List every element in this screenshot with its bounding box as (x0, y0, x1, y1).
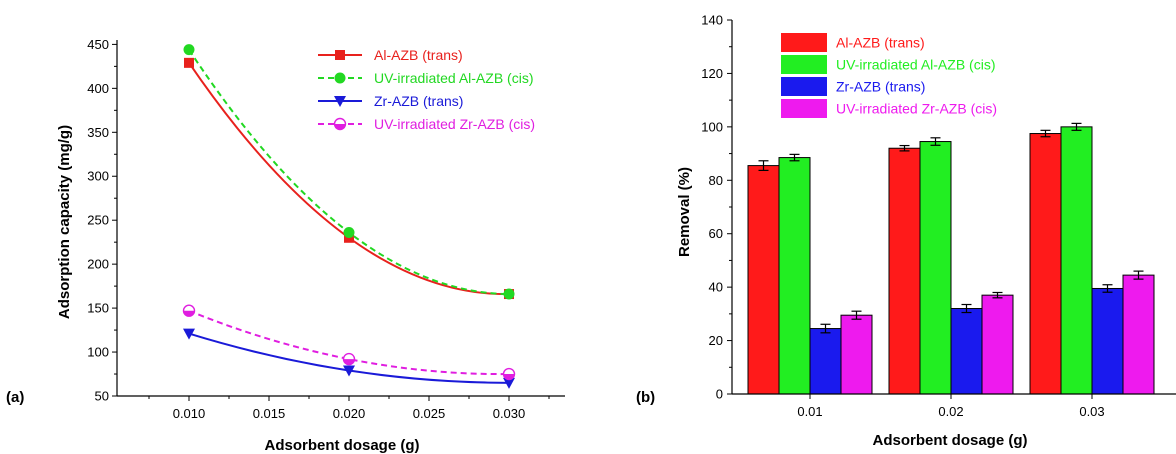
bar-uv-irradiated-zr-azb-cis-0.03 (1122, 274, 1155, 395)
legend-label-uv-irradiated-al-azb-cis: UV-irradiated Al-AZB (cis) (374, 70, 533, 86)
panel-a-y-tick-label: 250 (87, 213, 109, 228)
series-line-uv-irradiated-zr-azb-cis (188, 309, 510, 376)
panel-b-y-tick-label: 80 (709, 173, 723, 188)
panel-a-legend: Al-AZB (trans) UV-irradiated Al-AZB (cis)… (318, 47, 535, 132)
panel-a-y-tick-label: 450 (87, 37, 109, 52)
panel-a-x-tick-label: 0.030 (493, 406, 526, 421)
panel-b-y-tick-label: 40 (709, 280, 723, 295)
panel-a-line-chart: (a) 50 100 150 200 250 300 350 400 450 0.010 0.015… (6, 37, 565, 454)
data-point-uv-irradiated-al-azb-cis (183, 44, 195, 56)
bar-zr-azb-trans-0.01 (809, 328, 842, 395)
bar-uv-irradiated-al-azb-cis-0.02 (919, 141, 952, 395)
legend-label-al-azb-trans: Al-AZB (trans) (374, 47, 463, 63)
legend-marker-zr-azb-trans (334, 96, 346, 107)
panel-b-y-axis-title: Removal (%) (676, 167, 693, 257)
panel-b-legend: Al-AZB (trans) UV-irradiated Al-AZB (cis)… (781, 33, 997, 118)
panel-a-y-tick-label: 200 (87, 257, 109, 272)
legend-label-uv-irradiated-zr-azb-cis: UV-irradiated Zr-AZB (cis) (836, 101, 997, 117)
legend-label-uv-irradiated-al-azb-cis: UV-irradiated Al-AZB (cis) (836, 57, 995, 73)
data-point-zr-azb-trans (503, 377, 515, 389)
legend-marker-al-azb-trans (335, 50, 345, 60)
panel-a-label: (a) (6, 389, 24, 406)
panel-a-x-tick-label: 0.015 (253, 406, 286, 421)
panel-b-label: (b) (636, 389, 655, 406)
data-point-zr-azb-trans (183, 328, 195, 340)
data-point-uv-irradiated-zr-azb-cis (182, 304, 196, 317)
legend-label-al-azb-trans: Al-AZB (trans) (836, 35, 925, 51)
panel-b-y-tick-label: 140 (701, 13, 723, 28)
panel-b-y-tick-label: 0 (716, 387, 723, 402)
legend-swatch-al-azb-trans (781, 33, 827, 52)
panel-b-x-axis-title: Adsorbent dosage (g) (872, 432, 1027, 449)
bar-al-azb-trans-0.01 (747, 165, 780, 395)
data-point-uv-irradiated-zr-azb-cis (342, 352, 356, 366)
panel-a-y-tick-label: 350 (87, 125, 109, 140)
bar-uv-irradiated-al-azb-cis-0.01 (778, 157, 811, 395)
legend-swatch-uv-irradiated-al-azb-cis (781, 55, 827, 74)
legend-swatch-zr-azb-trans (781, 77, 827, 96)
panel-b-x-tick-label: 0.01 (797, 404, 822, 419)
panel-a-y-tick-label: 50 (95, 389, 109, 404)
data-point-uv-irradiated-al-azb-cis (343, 227, 355, 239)
bar-zr-azb-trans-0.03 (1091, 287, 1124, 395)
panel-a-x-tick-label: 0.025 (413, 406, 446, 421)
panel-a-x-axis-title: Adsorbent dosage (g) (264, 437, 419, 454)
panel-b-bar-chart: (b) 0 20 40 60 80 100 120 140 0.01 0.02 0.03 Al-AZ… (636, 13, 1176, 449)
panel-a-x-tick-label: 0.020 (333, 406, 366, 421)
bar-al-azb-trans-0.03 (1029, 133, 1062, 395)
legend-marker-uv-irradiated-zr-azb-cis (333, 117, 347, 131)
panel-a-x-tick-label: 0.010 (173, 406, 206, 421)
data-point-uv-irradiated-zr-azb-cis (502, 367, 516, 381)
bar-uv-irradiated-zr-azb-cis-0.02 (981, 294, 1014, 395)
panel-b-x-tick-label: 0.02 (938, 404, 963, 419)
bar-zr-azb-trans-0.02 (950, 308, 983, 395)
data-point-uv-irradiated-al-azb-cis (503, 288, 515, 300)
panel-a-y-tick-label: 150 (87, 301, 109, 316)
panel-b-y-tick-label: 20 (709, 333, 723, 348)
panel-a-y-axis-title: Adsorption capacity (mg/g) (56, 125, 73, 319)
panel-a-y-tick-label: 300 (87, 169, 109, 184)
legend-label-zr-azb-trans: Zr-AZB (trans) (836, 79, 925, 95)
panel-b-y-tick-label: 100 (701, 119, 723, 134)
bar-al-azb-trans-0.02 (888, 147, 921, 395)
data-point-al-azb-trans (184, 57, 194, 68)
legend-marker-uv-irradiated-al-azb-cis (334, 72, 346, 84)
bar-uv-irradiated-al-azb-cis-0.03 (1060, 126, 1093, 395)
panel-b-x-tick-label: 0.03 (1079, 404, 1104, 419)
panel-a-y-tick-label: 100 (87, 345, 109, 360)
legend-label-zr-azb-trans: Zr-AZB (trans) (374, 93, 463, 109)
panel-a-y-tick-label: 400 (87, 81, 109, 96)
legend-label-uv-irradiated-zr-azb-cis: UV-irradiated Zr-AZB (cis) (374, 116, 535, 132)
data-point-zr-azb-trans (343, 365, 355, 377)
series-line-uv-irradiated-al-azb-cis (188, 49, 510, 296)
legend-swatch-uv-irradiated-zr-azb-cis (781, 99, 827, 118)
panel-b-y-tick-label: 120 (701, 66, 723, 81)
panel-b-y-tick-label: 60 (709, 226, 723, 241)
bar-uv-irradiated-zr-azb-cis-0.01 (840, 314, 873, 395)
